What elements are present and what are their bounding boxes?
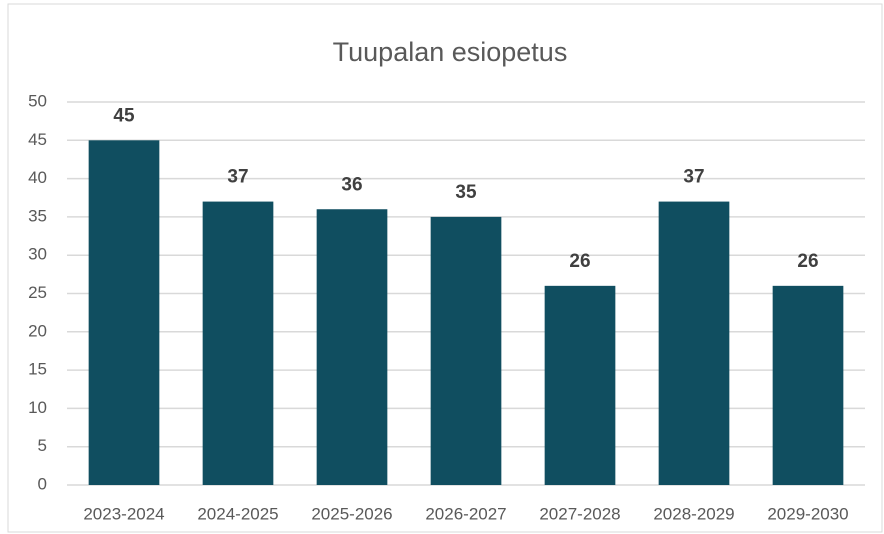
- y-tick-label: 35: [28, 206, 47, 225]
- y-tick-label: 20: [28, 321, 47, 340]
- bar: [544, 285, 616, 485]
- bar: [658, 201, 730, 485]
- x-tick-label: 2024-2025: [197, 504, 278, 523]
- y-tick-label: 50: [28, 91, 47, 110]
- y-tick-label: 10: [28, 398, 47, 417]
- bar: [772, 285, 844, 485]
- value-label: 37: [227, 167, 248, 188]
- bar: [202, 201, 274, 485]
- chart-border: [7, 3, 883, 533]
- value-label: 26: [797, 251, 818, 272]
- value-label: 37: [683, 167, 704, 188]
- y-tick-label: 25: [28, 283, 47, 302]
- y-tick-label: 30: [28, 245, 47, 264]
- y-tick-label: 15: [28, 360, 47, 379]
- x-tick-label: 2023-2024: [83, 504, 164, 523]
- x-tick-label: 2028-2029: [653, 504, 734, 523]
- bar: [316, 209, 388, 486]
- chart-title: Tuupalan esiopetus: [333, 37, 568, 67]
- x-tick-label: 2026-2027: [425, 504, 506, 523]
- y-tick-label: 0: [38, 474, 47, 493]
- x-tick-label: 2027-2028: [539, 504, 620, 523]
- y-tick-label: 40: [28, 168, 47, 187]
- value-label: 36: [341, 174, 362, 195]
- y-tick-label: 5: [38, 436, 47, 455]
- value-label: 26: [569, 251, 590, 272]
- value-label: 45: [113, 105, 135, 126]
- bar: [88, 140, 160, 486]
- bar: [430, 216, 502, 485]
- value-label: 35: [455, 182, 477, 203]
- y-tick-label: 45: [28, 130, 47, 149]
- x-tick-label: 2029-2030: [767, 504, 848, 523]
- x-tick-label: 2025-2026: [311, 504, 392, 523]
